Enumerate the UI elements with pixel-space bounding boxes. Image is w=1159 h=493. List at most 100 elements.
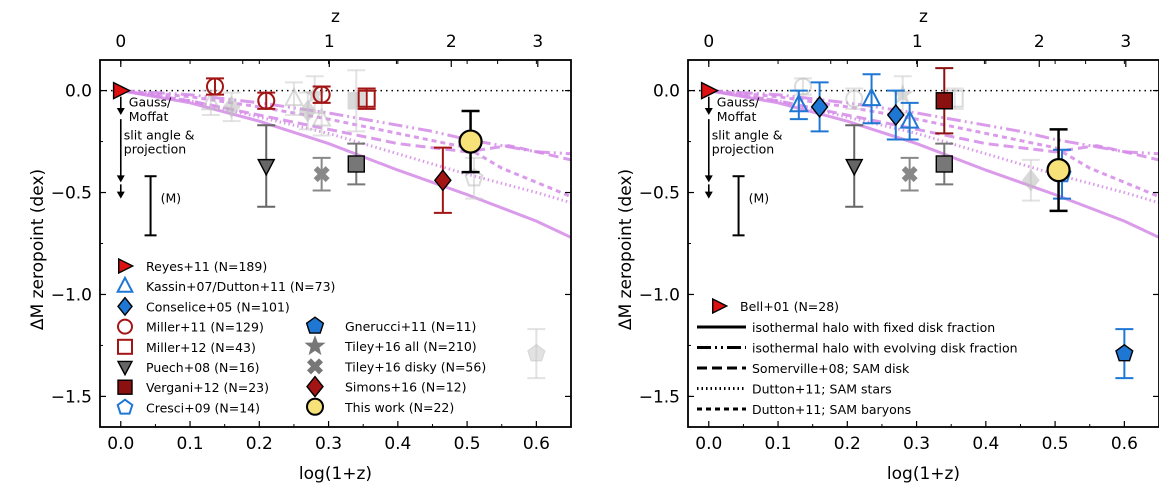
legend-marker-x — [307, 358, 323, 375]
z-tick-label: 0 — [115, 32, 126, 52]
plot-area: Gauss/Moffat slit angle & projection (M) — [688, 67, 1159, 380]
z-tick-label: 2 — [446, 32, 457, 52]
data-point-miller-11 — [257, 91, 276, 110]
marker-diamond — [298, 99, 317, 123]
data-point-miller-11 — [793, 77, 812, 96]
x-axis-label: log(1+z) — [887, 464, 960, 484]
marker-square — [935, 155, 953, 173]
data-point-gnerucci-11 — [1115, 328, 1134, 380]
data-point-miller-12 — [945, 87, 964, 110]
legend-label: Tiley+16 all (N=210) — [344, 339, 477, 354]
data-point-conselice-05 — [810, 81, 829, 133]
marker-tri-right — [700, 81, 720, 100]
marker-circle-open — [793, 77, 812, 96]
slit-arrow-2-head — [704, 191, 713, 199]
model-line-dotted — [120, 89, 571, 205]
legend-label: Tiley+16 disky (N=56) — [344, 359, 486, 374]
z-tick-label: 1 — [324, 32, 335, 52]
legend-label: Dutton+11; SAM stars — [752, 382, 892, 397]
slit-label: slit angle & projection — [124, 127, 195, 156]
x-tick-label: 0.2 — [246, 434, 273, 454]
legend-marker-diamond — [117, 296, 133, 317]
data-point-kassin-07-dutton-11 — [788, 89, 809, 121]
slit-arrow-head — [704, 175, 713, 183]
panel-left: Gauss/Moffat slit angle & projection (M) 0.0… — [28, 7, 572, 484]
legend-marker-tri-up-open — [115, 275, 135, 293]
model-line-dashed — [120, 89, 571, 162]
legend-item: isothermal halo with evolving disk fract… — [697, 341, 1018, 356]
marker-circle-open — [845, 89, 864, 108]
marker-tri-up-open — [311, 107, 332, 127]
marker-tri-up-open — [283, 86, 304, 107]
y-tick-label: −1.5 — [639, 387, 680, 407]
marker-tri-up-open — [861, 86, 882, 107]
marker-diamond — [1021, 169, 1040, 192]
marker-circle-open — [205, 77, 224, 96]
x-tick-label: 0.3 — [903, 434, 930, 454]
marker-pentagon — [527, 343, 546, 362]
z-tick-label: 2 — [1034, 32, 1045, 52]
data-point-simons-16 — [1021, 158, 1040, 202]
marker-x — [313, 166, 330, 183]
x-tick-label: 0.5 — [454, 434, 481, 454]
marker-tri-down — [257, 158, 276, 177]
legend-marker-tri-right — [117, 257, 135, 275]
data-point-kassin-07-dutton-11 — [861, 73, 882, 125]
slit-label: slit angle & projection — [712, 127, 783, 156]
data-point-vergani-12 — [935, 67, 954, 135]
y-tick-label: −1.0 — [639, 285, 680, 305]
model-line-solid — [120, 89, 571, 239]
x-tick-label: 0.5 — [1042, 434, 1069, 454]
x-tick-label: 0.4 — [972, 434, 999, 454]
model-line-dashdot — [120, 89, 571, 156]
x-tick-label: 0.6 — [1111, 434, 1138, 454]
x-axis-label: log(1+z) — [299, 464, 372, 484]
x-tick-label: 0.3 — [315, 434, 342, 454]
data-point-simons-16 — [433, 146, 452, 214]
legend-item: Gnerucci+11 (N=11) — [305, 316, 476, 334]
data-point-gnerucci-11 — [527, 328, 546, 380]
legend-label: Gnerucci+11 (N=11) — [345, 319, 476, 334]
y-tick-label: −1.5 — [51, 387, 92, 407]
legend-marker-tri-down — [116, 360, 134, 377]
marker-square — [935, 92, 953, 110]
psf-label: Gauss/Moffat — [129, 95, 172, 124]
z-tick-label: 0 — [703, 32, 714, 52]
marker-diamond — [810, 95, 829, 119]
z-tick-label: 3 — [1120, 32, 1131, 52]
legend-marker-pentagon-open — [116, 398, 134, 415]
legend-item: Conselice+05 (N=101) — [117, 296, 290, 317]
legend-item: Miller+12 (N=43) — [117, 338, 256, 355]
legend-item: Cresci+09 (N=14) — [116, 398, 260, 415]
legend-marker-tri-right — [712, 297, 729, 315]
systematics-annotation: Gauss/Moffat slit angle & projection (M) — [116, 95, 195, 237]
data-point-kassin-07-dutton-11 — [899, 101, 920, 141]
marker-tri-up-open — [899, 109, 920, 129]
data-point-vergani-12 — [935, 142, 954, 186]
x-tick-label: 0.0 — [695, 434, 722, 454]
legend-item: Simons+16 (N=12) — [306, 375, 467, 398]
legend-label: Dutton+11; SAM baryons — [752, 402, 911, 417]
marker-tri-right — [112, 81, 132, 100]
legend-marker-pentagon — [305, 316, 325, 334]
data-point-cresci-09 — [464, 156, 484, 200]
plot-area: Gauss/Moffat slit angle & projection (M) — [100, 69, 571, 380]
legend-label: Somerville+08; SAM disk — [752, 361, 910, 376]
psf-label: Gauss/Moffat — [717, 95, 760, 124]
legend-item: isothermal halo with fixed disk fraction — [697, 320, 995, 335]
y-tick-label: −1.0 — [51, 285, 92, 305]
y-tick-label: −0.5 — [639, 184, 680, 204]
legend-label: Kassin+07/Dutton+11 (N=73) — [146, 279, 335, 294]
marker-square — [347, 92, 365, 110]
data-point-kassin-07-dutton-11 — [283, 81, 304, 117]
legend-label: Vergani+12 (N=23) — [146, 380, 269, 395]
data-point-vergani-12 — [347, 142, 366, 186]
data-point-puech-08 — [845, 124, 864, 208]
legend: Bell+01 (N=28) isothermal halo with fixed… — [697, 297, 1018, 417]
marker-square — [347, 155, 365, 173]
slit-arrow-2-head — [116, 191, 125, 199]
data-point-conselice-05 — [298, 91, 317, 131]
legend-marker-square — [117, 379, 133, 395]
marker-square-open — [357, 89, 376, 108]
data-point-reyes-11 — [112, 81, 132, 100]
